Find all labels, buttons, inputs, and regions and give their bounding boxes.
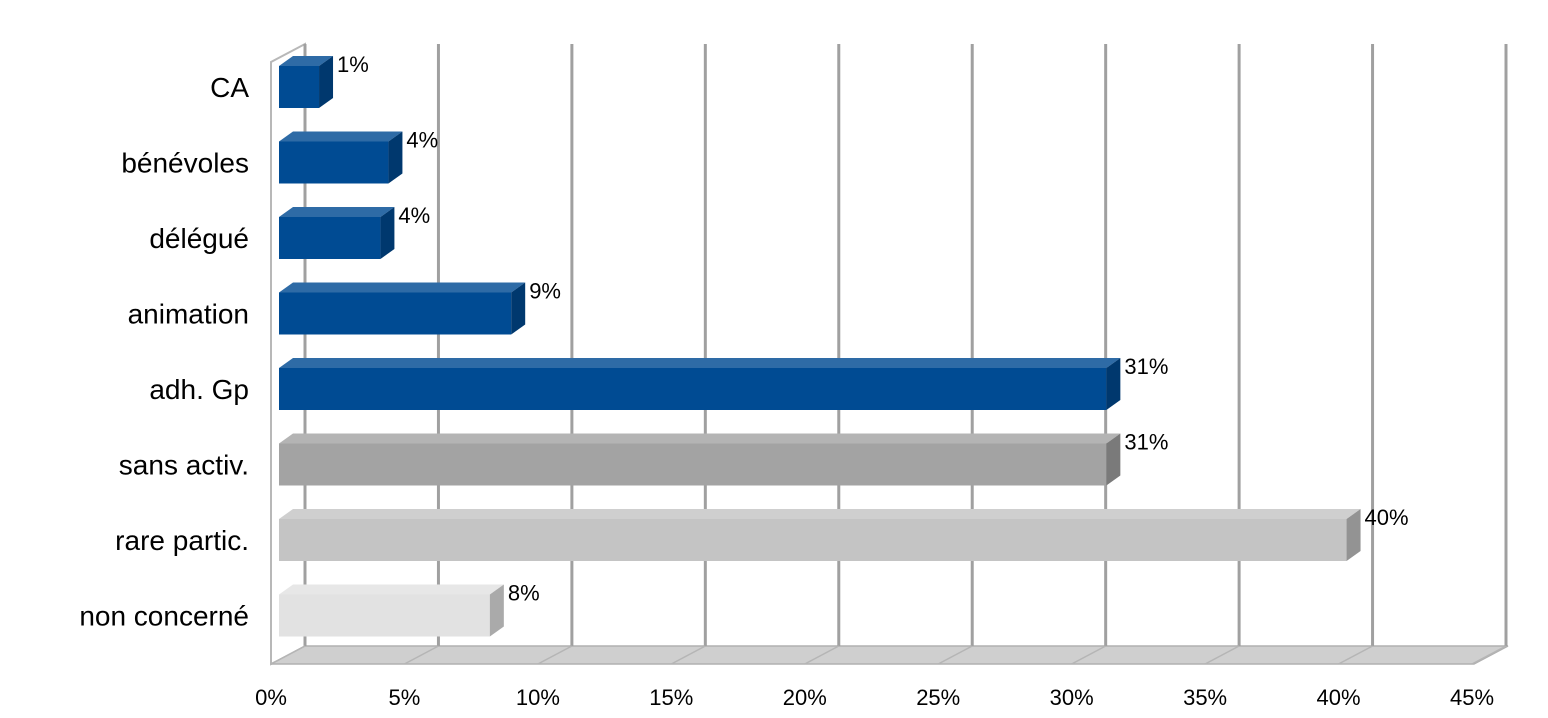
data-label: 8%: [508, 581, 540, 606]
gridlines: [270, 44, 1508, 665]
x-tick-label: 30%: [1050, 685, 1094, 710]
bar-top-face: [279, 358, 1121, 368]
bar-side-face: [319, 56, 334, 108]
bar-top-face: [279, 433, 1121, 444]
bar-front-face: [279, 443, 1107, 486]
bars: [279, 56, 1361, 637]
x-tick-label: 5%: [389, 685, 421, 710]
bar-front-face: [279, 292, 512, 335]
floor-gridline: [1338, 645, 1373, 665]
x-tick-label: 0%: [255, 685, 287, 710]
bar: [279, 433, 1121, 486]
x-tick-label: 15%: [649, 685, 693, 710]
floor-gridline: [404, 645, 439, 665]
x-tick-label: 35%: [1183, 685, 1227, 710]
data-labels: 1% 4% 4% 9% 31% 31% 40% 8%: [337, 52, 1409, 606]
floor-gridline: [1471, 645, 1507, 665]
bar-front-face: [279, 368, 1107, 410]
floor: [270, 645, 1509, 665]
bar: [279, 282, 526, 335]
floor-gridline: [804, 645, 840, 665]
category-label: bénévoles: [121, 148, 249, 179]
bar-side-face: [511, 282, 526, 335]
bar-front-face: [279, 66, 320, 108]
data-label: 31%: [1124, 354, 1168, 379]
x-tick-label: 45%: [1450, 685, 1494, 710]
bar-front-face: [279, 594, 490, 637]
floor-gridline: [537, 645, 573, 665]
bar-side-face: [1106, 433, 1121, 486]
bar: [279, 56, 334, 108]
category-label: rare partic.: [115, 525, 249, 556]
bar-side-face: [380, 207, 395, 259]
x-tick-label: 10%: [516, 685, 560, 710]
data-label: 4%: [406, 128, 438, 153]
category-label: délégué: [149, 223, 249, 254]
bar: [279, 584, 504, 637]
bar-front-face: [279, 141, 389, 184]
category-label: CA: [210, 72, 249, 103]
bar-top-face: [279, 282, 526, 293]
bar-top-face: [279, 509, 1361, 519]
bar-top-face: [279, 131, 403, 142]
data-label: 4%: [398, 203, 430, 228]
bar: [279, 207, 395, 259]
bar-side-face: [1106, 358, 1121, 410]
bar: [279, 131, 403, 184]
chart-walls: [270, 42, 1509, 666]
bar-top-face: [279, 207, 395, 217]
data-label: 31%: [1124, 430, 1168, 455]
category-label: adh. Gp: [149, 374, 249, 405]
x-tick-label: 25%: [916, 685, 960, 710]
bar: [279, 358, 1121, 410]
bar-top-face: [279, 56, 334, 66]
bar-side-face: [1346, 509, 1361, 561]
bar: [279, 509, 1361, 561]
floor-gridline: [1071, 645, 1107, 665]
data-label: 1%: [337, 52, 369, 77]
x-tick-labels: 0% 5% 10% 15% 20% 25% 30% 35% 40% 45%: [255, 685, 1494, 710]
bar-side-face: [388, 131, 403, 184]
category-label: animation: [128, 299, 249, 330]
data-label: 40%: [1365, 505, 1409, 530]
floor-gridline: [937, 645, 973, 665]
bar-top-face: [279, 584, 504, 595]
floor-gridline: [670, 645, 706, 665]
x-tick-label: 40%: [1317, 685, 1361, 710]
category-label: non concerné: [79, 601, 249, 632]
bar-front-face: [279, 217, 381, 259]
x-tick-label: 20%: [783, 685, 827, 710]
category-labels: CA bénévoles délégué animation adh. Gp sans a…: [79, 72, 249, 632]
floor-gridline: [1204, 645, 1240, 665]
category-label: sans activ.: [119, 450, 249, 481]
floor-gridline: [270, 645, 306, 665]
bar-front-face: [279, 519, 1347, 561]
bar-side-face: [489, 584, 504, 637]
data-label: 9%: [529, 279, 561, 304]
